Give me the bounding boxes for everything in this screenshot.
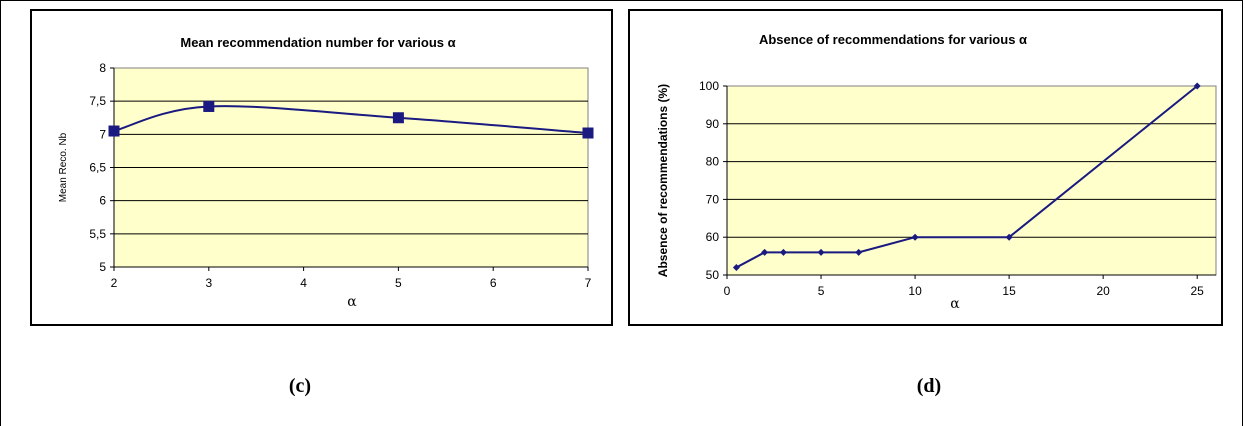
data-point — [732, 263, 740, 271]
data-point — [817, 248, 825, 256]
x-axis-label: α — [347, 294, 357, 310]
chart-title: Mean recommendation number for various α — [180, 35, 455, 50]
series-line — [113, 105, 589, 135]
caption-c: (c) — [288, 375, 312, 397]
y-tick-label: 8 — [99, 61, 106, 75]
y-axis-label: Absence of recommendations (%) — [656, 84, 670, 277]
y-tick-label: 50 — [706, 268, 720, 282]
y-tick-label: 7,5 — [89, 94, 106, 108]
x-tick-label: 5 — [818, 284, 825, 298]
data-point — [911, 233, 919, 241]
y-tick-label: 7 — [99, 127, 106, 141]
y-tick-label: 60 — [706, 230, 720, 244]
y-tick-label: 70 — [706, 192, 720, 206]
x-tick-label: 5 — [395, 276, 402, 290]
x-tick-label: 0 — [724, 284, 731, 298]
chart-c-frame: Mean recommendation number for various α… — [30, 9, 613, 326]
x-tick-label: 3 — [205, 276, 212, 290]
plot-area — [726, 85, 1217, 276]
data-point — [1193, 82, 1201, 90]
data-point — [855, 248, 863, 256]
x-tick-label: 6 — [490, 276, 497, 290]
caption-d: (d) — [916, 375, 942, 397]
x-tick-label: 20 — [1096, 284, 1110, 298]
x-tick-label: 10 — [908, 284, 922, 298]
y-axis-label: Mean Reco. Nb — [58, 132, 69, 202]
x-tick-label: 15 — [1002, 284, 1016, 298]
data-point — [1005, 233, 1013, 241]
x-tick-label: 25 — [1191, 284, 1205, 298]
chart-title: Absence of recommendations for various α — [759, 32, 1027, 47]
x-tick-label: 2 — [111, 276, 118, 290]
x-axis-label: α — [950, 296, 960, 312]
data-point — [582, 127, 594, 139]
data-point — [108, 125, 120, 137]
x-tick-label: 4 — [300, 276, 307, 290]
y-tick-label: 5,5 — [89, 227, 106, 241]
chart-c: Mean recommendation number for various α… — [58, 35, 594, 310]
y-tick-label: 90 — [706, 117, 720, 131]
y-tick-label: 5 — [99, 260, 106, 274]
y-tick-label: 100 — [699, 79, 719, 93]
data-point — [779, 248, 787, 256]
x-tick-label: 7 — [585, 276, 592, 290]
data-point — [392, 112, 404, 124]
chart-d: Absence of recommendations for various α… — [656, 32, 1217, 312]
y-tick-label: 6 — [99, 194, 106, 208]
y-tick-label: 80 — [706, 155, 720, 169]
chart-d-frame: Absence of recommendations for various α… — [628, 9, 1223, 326]
y-tick-label: 6,5 — [89, 161, 106, 175]
data-point — [761, 248, 769, 256]
data-point — [203, 100, 215, 112]
